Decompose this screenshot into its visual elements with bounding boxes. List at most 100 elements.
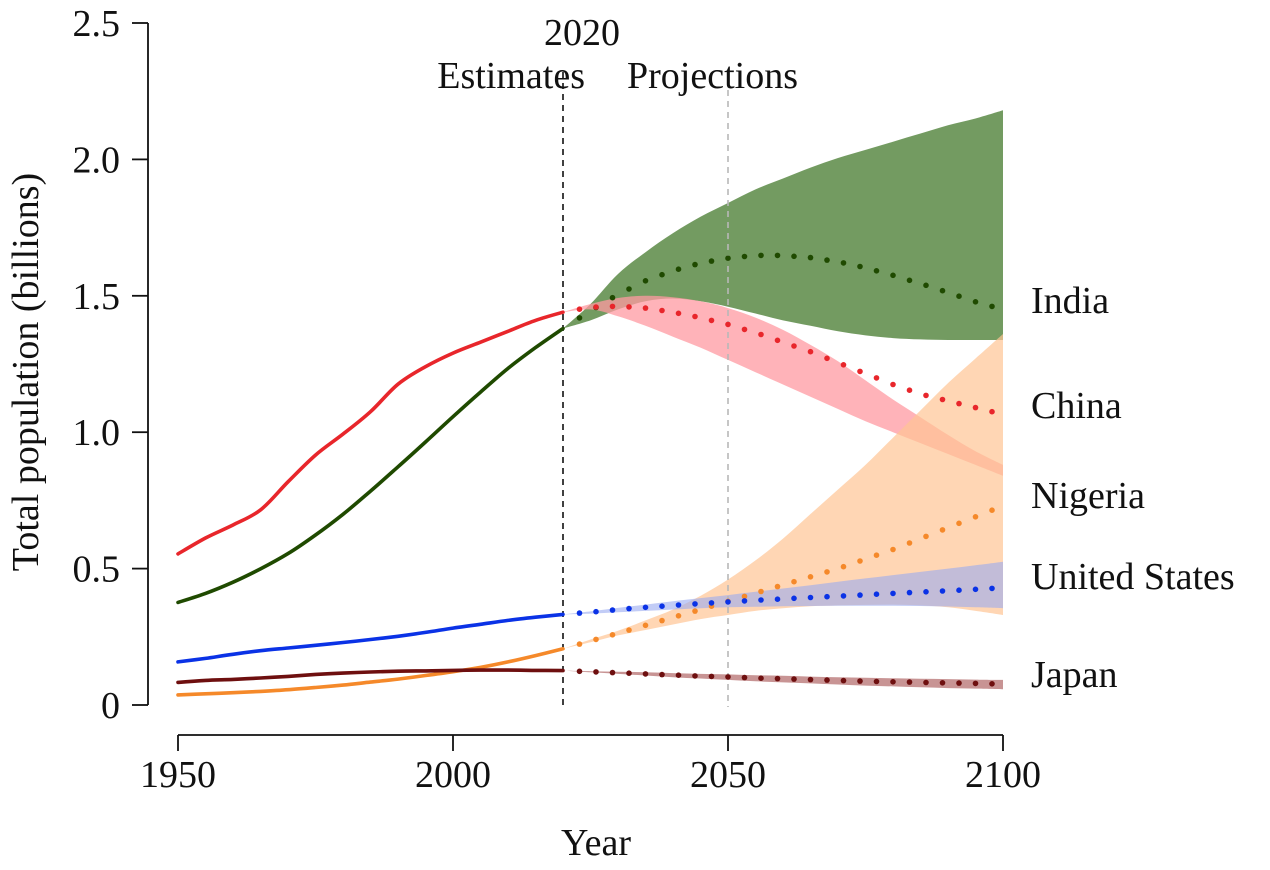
projection-point-china bbox=[906, 387, 913, 394]
projection-point-united-states bbox=[989, 585, 995, 592]
estimate-lines bbox=[176, 310, 565, 697]
x-axis-title: Year bbox=[561, 822, 631, 864]
projection-point-united-states bbox=[692, 601, 698, 607]
projection-point-nigeria bbox=[807, 574, 814, 580]
series-labels: India China Nigeria United States Japan bbox=[1031, 280, 1235, 696]
projection-point-japan bbox=[923, 679, 929, 686]
projection-point-china bbox=[840, 362, 847, 368]
projection-point-china bbox=[576, 306, 583, 313]
projection-point-united-states bbox=[840, 593, 847, 599]
projection-point-japan bbox=[642, 671, 649, 677]
projection-point-india bbox=[692, 261, 698, 268]
projection-point-japan bbox=[939, 680, 946, 686]
projection-point-nigeria bbox=[593, 636, 599, 643]
projection-point-india bbox=[923, 282, 929, 289]
projection-point-japan bbox=[708, 673, 715, 680]
projection-point-united-states bbox=[609, 607, 616, 613]
projection-point-japan bbox=[791, 676, 797, 682]
projection-point-india bbox=[791, 253, 797, 260]
y-tick-label: 2.0 bbox=[73, 139, 121, 181]
projection-point-china bbox=[972, 404, 979, 411]
projection-point-nigeria bbox=[774, 583, 781, 590]
y-tick-label: 1.5 bbox=[73, 276, 121, 318]
projection-point-china bbox=[692, 313, 698, 320]
projection-point-nigeria bbox=[939, 527, 946, 533]
projection-point-japan bbox=[692, 673, 698, 679]
projection-point-japan bbox=[840, 677, 847, 684]
y-axis-title: Total population (billions) bbox=[5, 173, 47, 571]
projection-point-india bbox=[708, 258, 715, 264]
projection-point-india bbox=[972, 299, 979, 305]
projection-point-nigeria bbox=[741, 593, 748, 600]
projection-point-united-states bbox=[939, 588, 946, 594]
y-tick-label: 1.0 bbox=[73, 412, 121, 454]
projection-point-china bbox=[939, 396, 946, 403]
projection-point-nigeria bbox=[956, 520, 962, 527]
projection-point-china bbox=[609, 303, 616, 310]
projection-point-india bbox=[758, 252, 764, 259]
projection-point-united-states bbox=[758, 597, 764, 603]
projection-point-japan bbox=[758, 675, 764, 681]
projection-point-india bbox=[906, 277, 913, 284]
projection-point-japan bbox=[873, 678, 880, 685]
series-label-india: India bbox=[1031, 280, 1109, 322]
projection-point-nigeria bbox=[791, 578, 797, 585]
series-label-japan: Japan bbox=[1031, 654, 1118, 696]
projection-point-china bbox=[923, 392, 929, 399]
projection-point-united-states bbox=[642, 604, 649, 611]
projection-point-japan bbox=[741, 674, 748, 681]
projection-point-united-states bbox=[923, 589, 929, 595]
projection-point-united-states bbox=[906, 589, 913, 596]
estimate-line-nigeria bbox=[176, 647, 565, 697]
projection-point-united-states bbox=[807, 594, 814, 601]
projection-point-china bbox=[659, 307, 665, 314]
y-tick-label: 2.5 bbox=[73, 3, 121, 45]
projection-point-united-states bbox=[626, 605, 632, 612]
projection-point-united-states bbox=[576, 610, 583, 616]
projection-point-nigeria bbox=[758, 588, 764, 595]
projection-point-united-states bbox=[774, 596, 781, 602]
estimate-line-japan bbox=[176, 668, 565, 685]
projection-point-india bbox=[675, 266, 682, 273]
reference-lines bbox=[562, 72, 729, 707]
projection-point-nigeria bbox=[840, 563, 847, 570]
projection-point-india bbox=[824, 257, 830, 263]
projection-point-nigeria bbox=[972, 514, 979, 520]
projection-point-japan bbox=[824, 677, 830, 683]
axes: 0 0.5 1.0 1.5 2.0 2.5 1950 2000 2050 2100 bbox=[73, 3, 1042, 796]
projection-point-india bbox=[576, 315, 583, 321]
projection-point-nigeria bbox=[906, 540, 913, 546]
projection-point-united-states bbox=[741, 598, 748, 604]
projections-label: Projections bbox=[627, 55, 798, 97]
x-tick-label: 2100 bbox=[965, 754, 1041, 796]
projection-point-china bbox=[873, 375, 880, 381]
projection-point-china bbox=[642, 305, 649, 311]
projection-point-japan bbox=[593, 669, 599, 675]
projection-point-india bbox=[725, 255, 731, 261]
projection-point-japan bbox=[626, 670, 632, 676]
projection-point-united-states bbox=[857, 592, 863, 598]
projection-point-india bbox=[956, 293, 962, 300]
projection-point-united-states bbox=[659, 603, 665, 609]
projection-point-nigeria bbox=[923, 533, 929, 540]
projection-point-india bbox=[609, 294, 616, 301]
projection-point-india bbox=[774, 252, 781, 259]
estimate-line-china bbox=[176, 310, 565, 556]
projection-point-nigeria bbox=[659, 617, 665, 624]
projection-point-united-states bbox=[890, 590, 896, 597]
projection-point-japan bbox=[576, 668, 583, 675]
projection-point-japan bbox=[906, 679, 913, 685]
projection-point-united-states bbox=[972, 586, 979, 593]
projection-point-japan bbox=[857, 678, 863, 684]
projection-point-china bbox=[741, 326, 748, 333]
projection-point-china bbox=[824, 355, 830, 362]
estimates-label: Estimates bbox=[437, 55, 585, 97]
projection-point-japan bbox=[675, 672, 682, 678]
projection-point-india bbox=[626, 286, 632, 292]
estimate-line-india bbox=[176, 326, 565, 605]
projection-point-nigeria bbox=[609, 632, 616, 638]
projection-point-china bbox=[857, 368, 863, 375]
x-tick-label: 1950 bbox=[140, 754, 216, 796]
